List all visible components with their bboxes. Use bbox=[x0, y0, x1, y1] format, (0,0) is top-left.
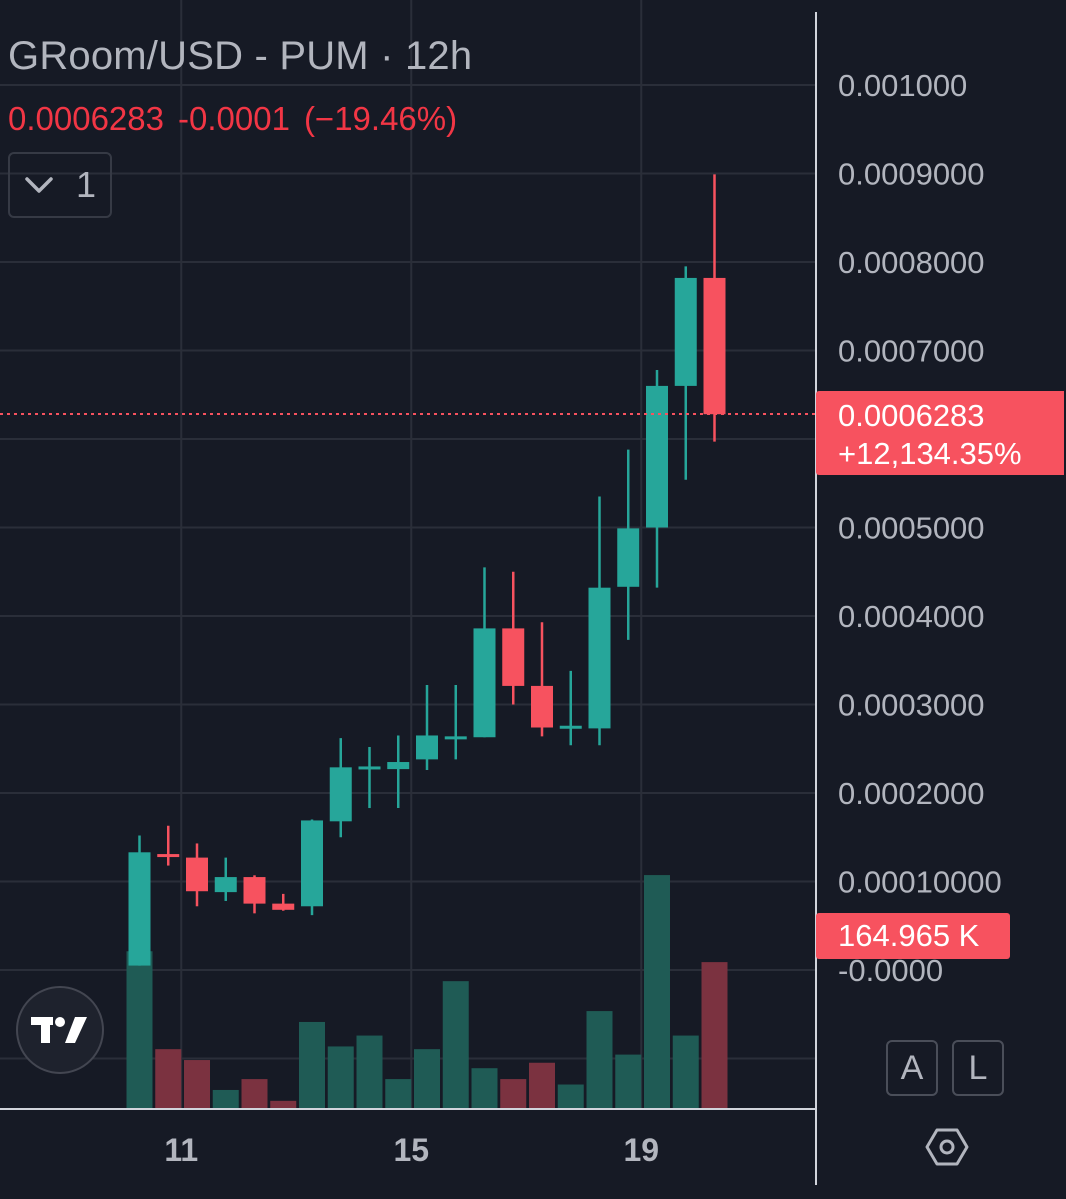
volume-bar bbox=[299, 1021, 325, 1109]
tradingview-logo-icon[interactable] bbox=[16, 986, 104, 1074]
current-price-value: 0.0006283 bbox=[838, 398, 985, 433]
indicator-count: 1 bbox=[75, 164, 97, 205]
symbol-title[interactable]: GRoom/USD - PUM · 12h bbox=[8, 34, 473, 78]
time-axis: 11 15 19 bbox=[0, 1108, 816, 1168]
candle-body bbox=[703, 277, 726, 415]
price-tick-label: 0.001000 bbox=[838, 68, 967, 103]
volume-bar bbox=[557, 1084, 584, 1109]
price-tick-label: 0.0005000 bbox=[838, 511, 985, 546]
volume-bar bbox=[212, 1089, 239, 1109]
volume-bar bbox=[615, 1054, 642, 1109]
price-tick-label: 0.00010000 bbox=[838, 865, 1002, 900]
volume-bar bbox=[500, 1079, 527, 1109]
auto-scale-button[interactable]: A bbox=[886, 1040, 938, 1096]
time-tick-label: 15 bbox=[393, 1132, 429, 1168]
candle-body bbox=[301, 820, 323, 907]
volume-bar bbox=[385, 1079, 412, 1109]
volume-bar bbox=[270, 1100, 297, 1109]
candle-body bbox=[444, 736, 467, 740]
candle-body bbox=[674, 277, 697, 386]
candle-body bbox=[272, 903, 295, 910]
current-price-change: +12,134.35% bbox=[838, 436, 1022, 471]
volume-bar bbox=[356, 1035, 383, 1109]
volume-bar bbox=[529, 1062, 555, 1109]
candle-body bbox=[588, 587, 611, 729]
candle-body bbox=[617, 528, 640, 587]
price-tick-label: 0.0002000 bbox=[838, 776, 985, 811]
volume-bar bbox=[414, 1049, 440, 1109]
candle-body bbox=[128, 852, 151, 966]
candle-body bbox=[531, 685, 553, 728]
quote-line: 0.0006283 -0.0001 (−19.46%) bbox=[8, 100, 471, 138]
volume-bar bbox=[644, 875, 670, 1109]
price-change-percent: (−19.46%) bbox=[303, 100, 458, 137]
volume-bar bbox=[184, 1060, 210, 1109]
chart-grid bbox=[0, 0, 816, 1109]
time-tick-label: 11 bbox=[164, 1132, 198, 1168]
price-tick-label: 0.0007000 bbox=[838, 334, 985, 369]
volume-bar bbox=[471, 1068, 498, 1109]
volume-label: 164.965 K bbox=[816, 913, 1010, 959]
price-tick-label: 0.0008000 bbox=[838, 245, 985, 280]
chevron-down-icon bbox=[24, 176, 54, 194]
price-axis: 0.001000 0.0009000 0.0008000 0.0007000 0.000… bbox=[815, 12, 1002, 1185]
price-tick-label: 0.0009000 bbox=[838, 157, 985, 192]
candle-body bbox=[186, 857, 208, 892]
settings-hexagon-icon[interactable] bbox=[922, 1122, 972, 1172]
volume-bar bbox=[241, 1079, 268, 1109]
volume-bar bbox=[155, 1049, 182, 1109]
last-price: 0.0006283 bbox=[8, 100, 164, 137]
volume-bar bbox=[126, 951, 153, 1109]
candle-body bbox=[243, 877, 266, 904]
time-tick-label: 19 bbox=[623, 1132, 659, 1168]
price-change: -0.0001 bbox=[178, 100, 290, 137]
current-price-label: 0.0006283 +12,134.35% bbox=[816, 391, 1064, 475]
volume-bar bbox=[586, 1011, 613, 1109]
candle-body bbox=[473, 628, 496, 738]
volume-bar bbox=[327, 1046, 354, 1109]
price-tick-label: 0.0004000 bbox=[838, 599, 985, 634]
volume-bars bbox=[126, 875, 728, 1109]
candle-body bbox=[214, 877, 237, 893]
candlesticks bbox=[128, 174, 726, 966]
volume-bar bbox=[672, 1035, 699, 1109]
price-tick-label: 0.0003000 bbox=[838, 688, 985, 723]
candle-body bbox=[358, 766, 381, 770]
indicators-toggle-button[interactable]: 1 bbox=[8, 152, 112, 218]
candle-body bbox=[646, 385, 668, 528]
candle-body bbox=[416, 735, 438, 760]
candle-body bbox=[502, 628, 525, 686]
candle-body bbox=[157, 854, 180, 858]
volume-bar bbox=[442, 981, 469, 1109]
candle-body bbox=[559, 725, 582, 729]
volume-bar bbox=[701, 962, 728, 1109]
candle-body bbox=[387, 762, 410, 770]
candle-body bbox=[329, 767, 352, 822]
log-scale-button[interactable]: L bbox=[952, 1040, 1004, 1096]
